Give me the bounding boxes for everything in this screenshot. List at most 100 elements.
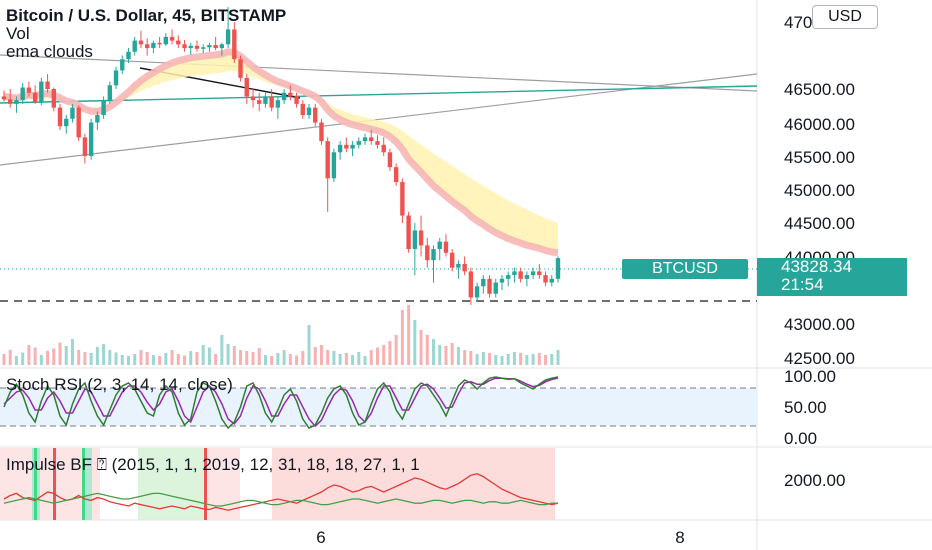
volume-legend[interactable]: Vol	[6, 24, 30, 43]
price-axis-label[interactable]: 43000.00	[784, 315, 855, 334]
candle	[250, 89, 256, 108]
last-price-label: 43828.34 21:54	[757, 258, 907, 296]
candle	[207, 42, 212, 52]
candle	[244, 74, 249, 104]
candle	[518, 267, 523, 283]
time-axis-label[interactable]: 8	[675, 528, 684, 547]
price-axis-label[interactable]: 46500.00	[784, 80, 855, 99]
candle-body	[555, 258, 561, 279]
candle	[263, 92, 268, 108]
volume-bar	[544, 355, 548, 365]
volume-bar	[425, 335, 429, 365]
volume-bar	[438, 345, 442, 365]
ema-clouds-legend[interactable]: ema clouds	[6, 42, 93, 61]
candle	[425, 237, 430, 268]
candle	[182, 39, 187, 52]
candle	[238, 55, 243, 82]
candle	[70, 103, 75, 123]
impulse-legend[interactable]: Impulse BF ⍰ (2015, 1, 1, 2019, 12, 31, …	[6, 455, 420, 474]
time-axis-label[interactable]: 6	[316, 528, 325, 547]
stoch-axis-label[interactable]: 100.00	[784, 367, 836, 386]
candle	[76, 105, 81, 142]
volume-bar	[332, 351, 336, 365]
candle	[275, 96, 281, 119]
impulse-marker	[53, 448, 56, 520]
volume-bar	[351, 355, 355, 365]
candle	[512, 267, 517, 283]
candle-body	[506, 275, 511, 279]
stoch-k-line	[3, 376, 559, 430]
candle	[462, 256, 467, 276]
candle	[169, 29, 175, 45]
volume-bar	[70, 339, 74, 365]
candle	[88, 118, 94, 160]
candle-body	[1, 96, 7, 100]
volume-bar	[512, 352, 516, 365]
volume-bar	[475, 354, 479, 365]
candle-body	[39, 81, 44, 103]
stoch-axis-label[interactable]: 0.00	[784, 429, 817, 448]
candle-body	[337, 144, 343, 153]
candle	[51, 87, 56, 112]
bar-countdown: 21:54	[781, 275, 824, 294]
volume-bar	[419, 330, 423, 365]
volume-bar	[8, 350, 12, 365]
volume-bar	[195, 352, 199, 365]
candle	[406, 211, 411, 253]
candle-body	[425, 245, 430, 261]
currency-button[interactable]: USD	[812, 5, 878, 29]
candle-body	[263, 96, 268, 104]
candle-body	[331, 152, 337, 179]
volume-bar	[288, 354, 292, 365]
candle	[294, 92, 299, 108]
impulse-axis-label[interactable]: 2000.00	[784, 471, 845, 490]
candle-body	[113, 70, 119, 86]
candle	[549, 275, 554, 287]
price-axis-label[interactable]: 45500.00	[784, 148, 855, 167]
candle-body	[381, 144, 386, 153]
stoch-rsi-legend[interactable]: Stoch RSI (2, 3, 14, 14, close)	[6, 375, 233, 394]
candle-body	[431, 249, 436, 261]
candle-body	[176, 40, 181, 45]
volume-bar	[102, 344, 106, 365]
candle-body	[95, 115, 100, 123]
candle-body	[294, 96, 299, 104]
candle	[26, 81, 32, 97]
candle	[163, 33, 169, 46]
volume-bar	[537, 353, 541, 365]
candle	[45, 74, 50, 93]
volume-bar	[469, 351, 473, 365]
volume-bar	[14, 356, 18, 365]
price-axis-label[interactable]: 44500.00	[784, 214, 855, 233]
candle-body	[369, 137, 374, 142]
volume-bar	[326, 350, 330, 365]
candle	[474, 282, 480, 302]
candle-body	[400, 182, 405, 216]
volume-bar	[83, 352, 87, 365]
candle-body	[319, 122, 324, 142]
candle-body	[362, 137, 368, 142]
price-axis-label[interactable]: 45000.00	[784, 181, 855, 200]
candle-body	[151, 42, 156, 49]
volume-bar	[556, 350, 560, 365]
candle-body	[449, 252, 455, 268]
candle-body	[225, 29, 231, 45]
candle-body	[344, 144, 349, 149]
candle-body	[200, 47, 206, 49]
candle	[487, 275, 492, 298]
candle	[188, 42, 193, 55]
stoch-axis-label[interactable]: 50.00	[784, 398, 827, 417]
candle	[82, 133, 88, 164]
volume-bar	[282, 350, 286, 365]
candle-body	[481, 278, 486, 287]
candle	[493, 278, 498, 298]
volume-bar	[525, 355, 529, 365]
impulse-zone	[85, 448, 92, 520]
candle	[213, 36, 218, 51]
volume-bar	[46, 351, 50, 365]
volume-bar	[506, 354, 510, 365]
price-axis-label[interactable]: 46000.00	[784, 115, 855, 134]
candle-body	[207, 45, 212, 48]
price-axis-label[interactable]: 42500.00	[784, 349, 855, 368]
